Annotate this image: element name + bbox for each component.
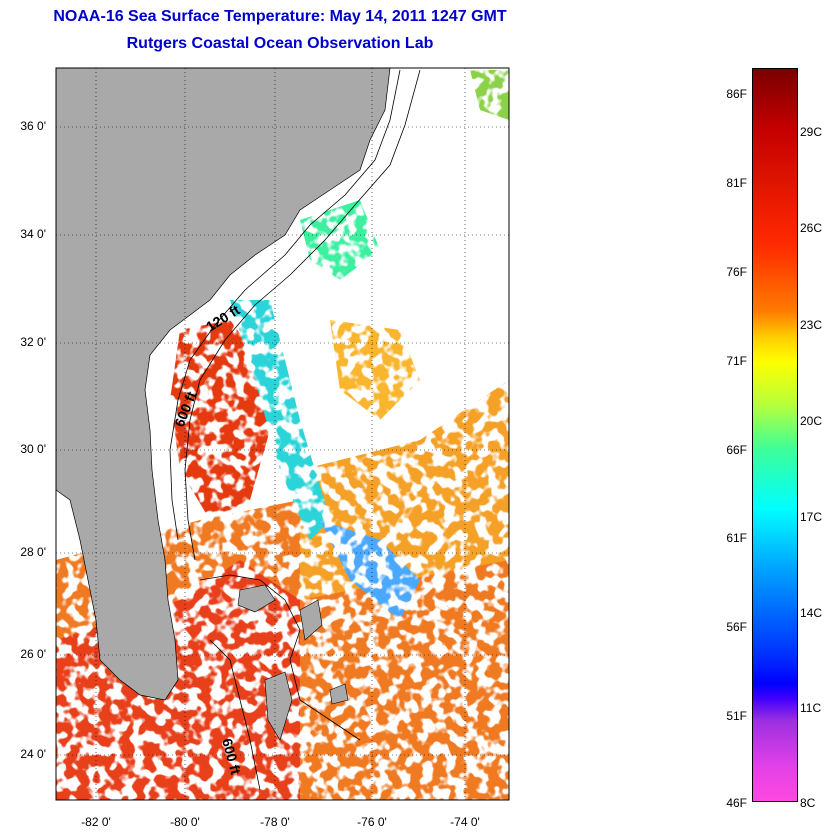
fahrenheit-label: 81F xyxy=(726,176,747,190)
fahrenheit-label: 86F xyxy=(726,87,747,101)
map-subtitle: Rutgers Coastal Ocean Observation Lab xyxy=(126,35,434,52)
celsius-label: 23C xyxy=(800,318,823,332)
longitude-label: -76 0' xyxy=(357,815,387,829)
latitude-label: 32 0' xyxy=(20,335,46,349)
latitude-label: 34 0' xyxy=(20,227,46,241)
longitude-label: -78 0' xyxy=(260,815,290,829)
fahrenheit-label: 46F xyxy=(726,796,747,810)
latitude-label: 26 0' xyxy=(20,647,46,661)
latitude-label: 28 0' xyxy=(20,545,46,559)
temperature-colorbar xyxy=(752,68,798,802)
celsius-label: 26C xyxy=(800,221,823,235)
celsius-label: 14C xyxy=(800,606,823,620)
fahrenheit-label: 71F xyxy=(726,354,747,368)
celsius-label: 17C xyxy=(800,510,823,524)
map-title: NOAA-16 Sea Surface Temperature: May 14,… xyxy=(53,8,507,25)
fahrenheit-label: 76F xyxy=(726,265,747,279)
longitude-label: -82 0' xyxy=(81,815,111,829)
longitude-label: -74 0' xyxy=(450,815,480,829)
celsius-label: 29C xyxy=(800,125,823,139)
latitude-label: 24 0' xyxy=(20,747,46,761)
celsius-label: 11C xyxy=(800,701,822,715)
latitude-label: 30 0' xyxy=(20,442,46,456)
depth-contours xyxy=(169,69,421,791)
latitude-label: 36 0' xyxy=(20,119,46,133)
bahamas-islands xyxy=(237,584,349,741)
map-frame xyxy=(55,67,510,801)
celsius-label: 8C xyxy=(800,796,816,810)
longitude-label: -80 0' xyxy=(170,815,200,829)
fahrenheit-label: 66F xyxy=(726,443,747,457)
fahrenheit-label: 51F xyxy=(726,709,747,723)
fahrenheit-label: 61F xyxy=(726,531,747,545)
fahrenheit-label: 56F xyxy=(726,620,747,634)
celsius-label: 20C xyxy=(800,414,823,428)
